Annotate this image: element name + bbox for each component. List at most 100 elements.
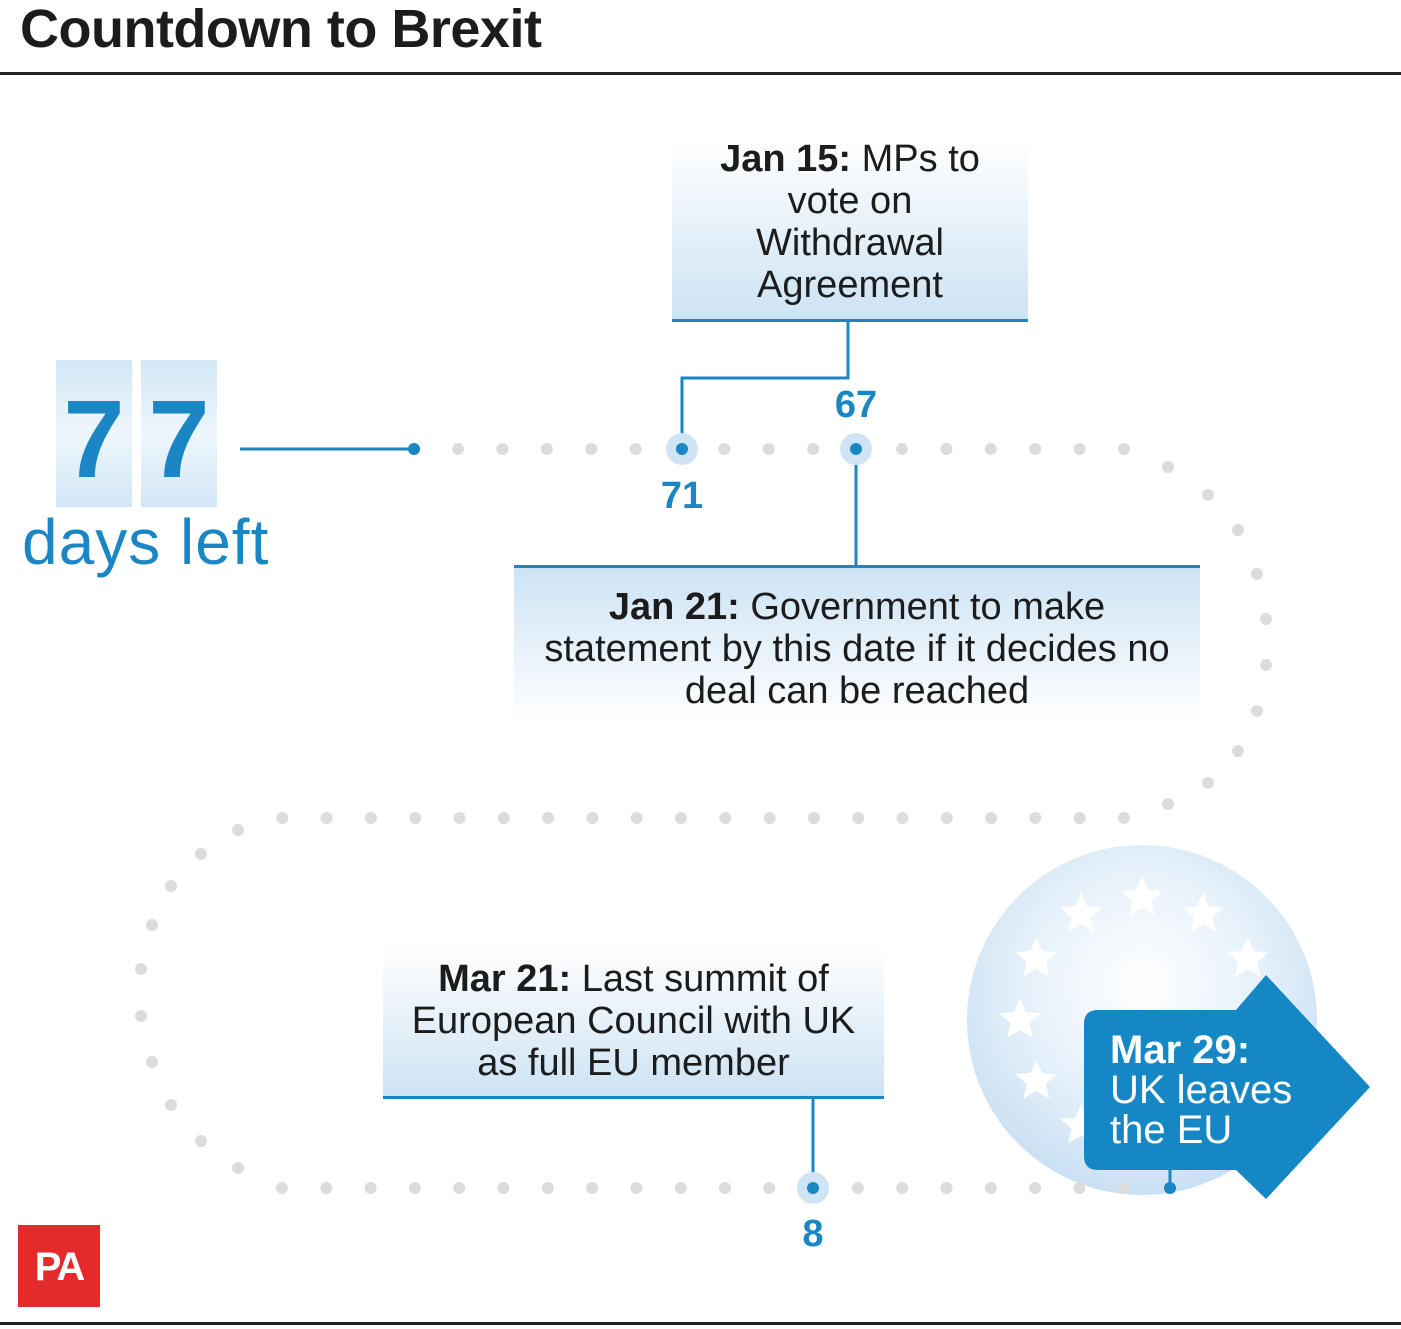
timeline-dot bbox=[1232, 745, 1244, 757]
timeline-dot bbox=[276, 812, 289, 824]
timeline-dot bbox=[320, 1182, 333, 1194]
timeline-dot bbox=[1162, 798, 1174, 810]
mar21-marker bbox=[807, 1182, 819, 1194]
timeline-dot bbox=[896, 1182, 909, 1194]
timeline-dot bbox=[940, 812, 953, 824]
timeline-dot bbox=[896, 812, 909, 824]
timeline-dot bbox=[674, 1182, 687, 1194]
eu-star-icon bbox=[1182, 892, 1224, 933]
top-rule bbox=[0, 72, 1401, 75]
eu-star-icon bbox=[1015, 937, 1058, 977]
timeline-dot bbox=[762, 443, 775, 455]
timeline-dot bbox=[1117, 1182, 1130, 1194]
timeline-dot bbox=[135, 963, 147, 975]
timeline-dot bbox=[497, 1182, 510, 1194]
timeline-dot bbox=[1232, 524, 1244, 536]
timeline-dot bbox=[1260, 659, 1272, 671]
event-text: MPs to vote on Withdrawal Agreement bbox=[756, 138, 980, 306]
timeline-dot bbox=[195, 1135, 207, 1147]
timeline-dot bbox=[675, 812, 687, 824]
countdown-digit: 7 bbox=[56, 360, 132, 507]
timeline-dot bbox=[542, 812, 555, 824]
timeline-dot bbox=[135, 1010, 147, 1022]
timeline-dot bbox=[165, 880, 177, 892]
eu-star-icon bbox=[1226, 937, 1269, 977]
eu-star-icon bbox=[1121, 876, 1163, 916]
bottom-rule bbox=[0, 1322, 1401, 1325]
days-count-mar21: 8 bbox=[802, 1213, 824, 1255]
timeline-dot bbox=[1202, 489, 1214, 501]
timeline-dot bbox=[320, 812, 333, 824]
event-date: Jan 21: bbox=[608, 586, 740, 628]
timeline-dot bbox=[852, 812, 865, 824]
timeline-dot bbox=[719, 1182, 731, 1194]
timeline-dot bbox=[1073, 443, 1086, 455]
timeline-dot bbox=[763, 1182, 776, 1194]
timeline-dot bbox=[985, 812, 998, 824]
timeline-dot bbox=[497, 812, 510, 824]
timeline-dot bbox=[1118, 443, 1130, 455]
jan21-marker bbox=[850, 443, 862, 455]
timeline-dot bbox=[165, 1099, 177, 1111]
timeline-dot bbox=[232, 824, 244, 836]
timeline-dot bbox=[1029, 443, 1042, 455]
timeline-dot bbox=[984, 443, 997, 455]
event-box-jan15: Jan 15: MPs to vote on Withdrawal Agreem… bbox=[672, 138, 1028, 322]
event-date: Jan 15: bbox=[720, 138, 852, 180]
event-text: Last summit of European Council with UK … bbox=[411, 958, 856, 1084]
timeline-dot bbox=[541, 1182, 554, 1194]
timeline-dot bbox=[408, 1182, 421, 1194]
timeline-dot bbox=[718, 443, 731, 455]
timeline-dot bbox=[232, 1162, 244, 1174]
timeline-dot bbox=[1073, 812, 1086, 824]
eu-star-icon bbox=[1015, 1059, 1058, 1099]
timeline-dot bbox=[807, 812, 820, 824]
eu-star-icon bbox=[999, 998, 1041, 1038]
timeline-dot bbox=[586, 1182, 599, 1194]
days-left-label: days left bbox=[22, 506, 270, 578]
event-text-line: the EU bbox=[1110, 1108, 1233, 1152]
timeline-dot bbox=[452, 443, 464, 455]
timeline-dot bbox=[146, 919, 158, 931]
timeline-dot bbox=[1073, 1182, 1086, 1194]
timeline-dot bbox=[807, 443, 820, 455]
timeline-dot bbox=[276, 1182, 288, 1194]
timeline-dot bbox=[453, 1182, 466, 1194]
timeline-dot bbox=[586, 812, 599, 824]
mar29-marker bbox=[1164, 1182, 1176, 1194]
event-text-line: UK leaves bbox=[1110, 1068, 1293, 1112]
timeline-dot bbox=[1118, 812, 1130, 824]
timeline-dot bbox=[453, 812, 466, 824]
timeline-dot bbox=[630, 812, 643, 824]
timeline-dot bbox=[1251, 705, 1263, 717]
timeline-dot bbox=[496, 443, 509, 455]
timeline-dot bbox=[195, 848, 207, 860]
event-text: Government to make statement by this dat… bbox=[544, 586, 1170, 712]
jan15-marker bbox=[676, 443, 688, 455]
timeline-dot bbox=[719, 812, 732, 824]
timeline-dot bbox=[630, 1182, 643, 1194]
timeline-dot bbox=[540, 443, 553, 455]
event-box-jan21: Jan 21: Government to make statement by … bbox=[514, 565, 1200, 723]
timeline-dot bbox=[1251, 568, 1263, 580]
arrow-icon bbox=[1084, 975, 1370, 1199]
event-box-mar21: Mar 21: Last summit of European Council … bbox=[383, 946, 884, 1099]
timeline-dot bbox=[1260, 613, 1272, 625]
timeline-dot bbox=[146, 1056, 158, 1068]
timeline-dot bbox=[896, 443, 908, 455]
timeline-dot bbox=[1162, 461, 1174, 473]
timeline-dot bbox=[1202, 777, 1214, 789]
timeline-dots bbox=[135, 443, 1272, 1194]
timeline-dot bbox=[409, 812, 422, 824]
timeline-dot bbox=[940, 1182, 953, 1194]
eu-star-icon bbox=[1060, 892, 1102, 933]
timeline-dot bbox=[629, 443, 642, 455]
page-title: Countdown to Brexit bbox=[20, 0, 542, 59]
timeline-dot bbox=[1029, 812, 1042, 824]
jan15-connector bbox=[680, 320, 850, 449]
event-box-mar29: Mar 29: UK leaves the EU bbox=[1110, 1030, 1292, 1150]
timeline-dot bbox=[984, 1182, 997, 1194]
timeline-dot bbox=[585, 443, 598, 455]
timeline-dot bbox=[940, 443, 953, 455]
